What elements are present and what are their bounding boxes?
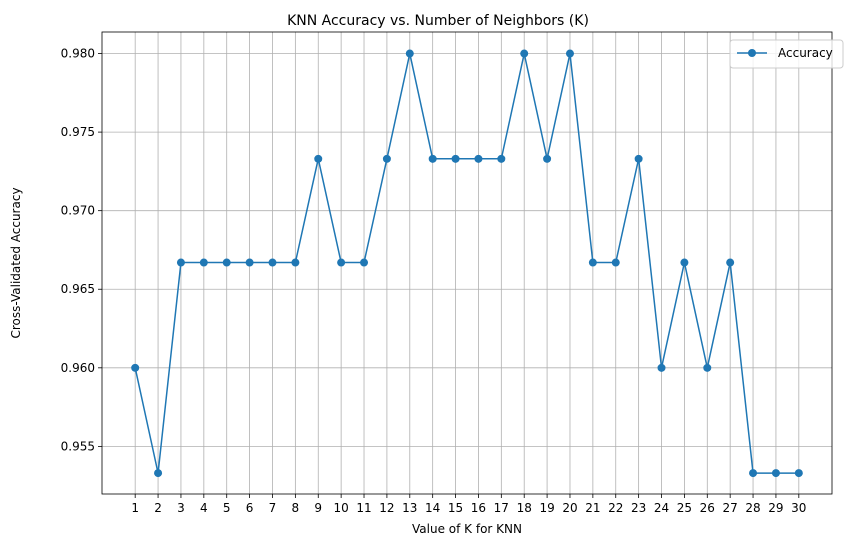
data-point bbox=[520, 49, 529, 58]
y-tick-label: 0.980 bbox=[61, 47, 95, 61]
x-tick-label: 23 bbox=[631, 501, 646, 515]
x-tick-label: 22 bbox=[608, 501, 623, 515]
legend: Accuracy bbox=[729, 39, 844, 69]
x-tick-label: 9 bbox=[314, 501, 322, 515]
x-tick-label: 16 bbox=[471, 501, 486, 515]
series-group bbox=[131, 49, 803, 478]
x-tick-label: 20 bbox=[562, 501, 577, 515]
data-point bbox=[199, 258, 208, 267]
x-tick-label: 3 bbox=[177, 501, 185, 515]
y-axis-label: Cross-Validated Accuracy bbox=[9, 187, 23, 338]
legend-marker-swatch bbox=[748, 49, 756, 57]
x-tick-label: 25 bbox=[677, 501, 692, 515]
x-axis-ticks: 1 2 3 4 5 6 7 8 9 10 11 12 13 14 15 16 17 18 19 20 21 22 23 24 2… bbox=[131, 494, 806, 515]
x-tick-label: 30 bbox=[791, 501, 806, 515]
data-point bbox=[131, 363, 140, 372]
data-point bbox=[360, 258, 369, 267]
x-tick-label: 6 bbox=[246, 501, 254, 515]
y-tick-label: 0.970 bbox=[61, 204, 95, 218]
data-point bbox=[245, 258, 254, 267]
y-tick-label: 0.965 bbox=[61, 282, 95, 296]
data-point bbox=[565, 49, 574, 58]
x-tick-label: 27 bbox=[723, 501, 738, 515]
x-tick-label: 5 bbox=[223, 501, 231, 515]
data-point bbox=[268, 258, 277, 267]
data-point bbox=[474, 154, 483, 163]
x-tick-label: 13 bbox=[402, 501, 417, 515]
x-tick-label: 28 bbox=[745, 501, 760, 515]
x-tick-label: 7 bbox=[269, 501, 277, 515]
x-axis-label: Value of K for KNN bbox=[412, 522, 522, 536]
data-point bbox=[497, 154, 506, 163]
x-tick-label: 1 bbox=[131, 501, 139, 515]
data-point bbox=[314, 154, 323, 163]
data-point bbox=[428, 154, 437, 163]
x-tick-label: 14 bbox=[425, 501, 440, 515]
x-tick-label: 21 bbox=[585, 501, 600, 515]
data-point bbox=[154, 469, 163, 478]
data-point bbox=[588, 258, 597, 267]
x-tick-label: 19 bbox=[539, 501, 554, 515]
x-tick-label: 4 bbox=[200, 501, 208, 515]
data-point bbox=[749, 469, 758, 478]
axes-frame bbox=[101, 31, 833, 495]
data-point bbox=[611, 258, 620, 267]
data-point bbox=[680, 258, 689, 267]
data-point bbox=[291, 258, 300, 267]
plot-area-border bbox=[101, 31, 833, 495]
data-point bbox=[176, 258, 185, 267]
data-point bbox=[726, 258, 735, 267]
data-point bbox=[703, 363, 712, 372]
data-point bbox=[405, 49, 414, 58]
y-tick-label: 0.975 bbox=[61, 125, 95, 139]
chart-title: KNN Accuracy vs. Number of Neighbors (K) bbox=[287, 13, 589, 29]
data-point bbox=[771, 469, 780, 478]
data-point bbox=[382, 154, 391, 163]
legend-box bbox=[729, 39, 844, 69]
data-point bbox=[794, 469, 803, 478]
y-axis-ticks: 0.955 0.960 0.965 0.970 0.975 0.980 bbox=[61, 47, 102, 453]
x-tick-label: 24 bbox=[654, 501, 669, 515]
x-tick-label: 10 bbox=[333, 501, 348, 515]
x-tick-label: 8 bbox=[292, 501, 300, 515]
x-tick-label: 17 bbox=[494, 501, 509, 515]
legend-label: Accuracy bbox=[778, 46, 833, 60]
y-tick-label: 0.960 bbox=[61, 361, 95, 375]
x-tick-label: 29 bbox=[768, 501, 783, 515]
x-tick-label: 26 bbox=[700, 501, 715, 515]
x-tick-label: 18 bbox=[517, 501, 532, 515]
data-point bbox=[222, 258, 231, 267]
data-point bbox=[634, 154, 643, 163]
data-point bbox=[543, 154, 552, 163]
x-tick-label: 11 bbox=[356, 501, 371, 515]
x-tick-label: 2 bbox=[154, 501, 162, 515]
data-point bbox=[657, 363, 666, 372]
y-tick-label: 0.955 bbox=[61, 439, 95, 453]
x-tick-label: 15 bbox=[448, 501, 463, 515]
x-tick-label: 12 bbox=[379, 501, 394, 515]
data-point bbox=[451, 154, 460, 163]
data-point bbox=[337, 258, 346, 267]
